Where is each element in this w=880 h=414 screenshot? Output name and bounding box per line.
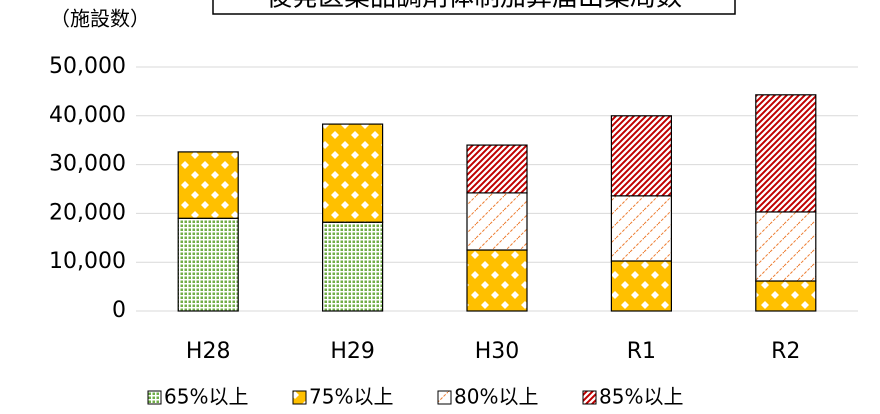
legend-swatch	[292, 390, 307, 405]
legend-swatch	[437, 390, 452, 405]
legend-label: 65%以上	[164, 385, 248, 409]
y-axis-label: （施設数）	[50, 7, 150, 31]
y-tick-label: 30,000	[49, 152, 126, 177]
y-tick-label: 10,000	[49, 249, 126, 274]
y-tick-label: 40,000	[49, 103, 126, 128]
x-tick-label: R2	[771, 339, 800, 364]
bar-segment	[610, 260, 673, 312]
bar-segment	[322, 221, 384, 312]
y-tick-label: 50,000	[49, 54, 126, 79]
legend-swatch	[147, 390, 162, 405]
bar-segment	[466, 144, 528, 194]
bar-segment	[755, 94, 817, 213]
bar-segment	[177, 151, 239, 219]
y-tick-label: 0	[112, 298, 126, 323]
x-tick-label: H30	[475, 339, 520, 364]
bar-segment	[755, 280, 817, 312]
x-tick-label: H29	[330, 339, 375, 364]
bar-segment	[177, 217, 239, 312]
legend-label: 85%以上	[599, 385, 683, 409]
x-tick-label: H28	[186, 339, 231, 364]
chart-title: 後発医薬品調剤体制加算届出薬局数	[266, 0, 682, 13]
legend-label: 75%以上	[309, 385, 393, 409]
bar-segment	[466, 192, 528, 251]
title-box	[212, 0, 736, 15]
bar-segment	[610, 115, 673, 197]
bar-segment	[466, 249, 528, 312]
bar-segment	[755, 211, 817, 282]
bar-segment	[610, 195, 673, 262]
y-tick-label: 20,000	[49, 200, 126, 225]
legend-swatch	[582, 390, 597, 405]
bar-segment	[322, 123, 384, 223]
x-tick-label: R1	[627, 339, 656, 364]
legend-label: 80%以上	[454, 385, 538, 409]
